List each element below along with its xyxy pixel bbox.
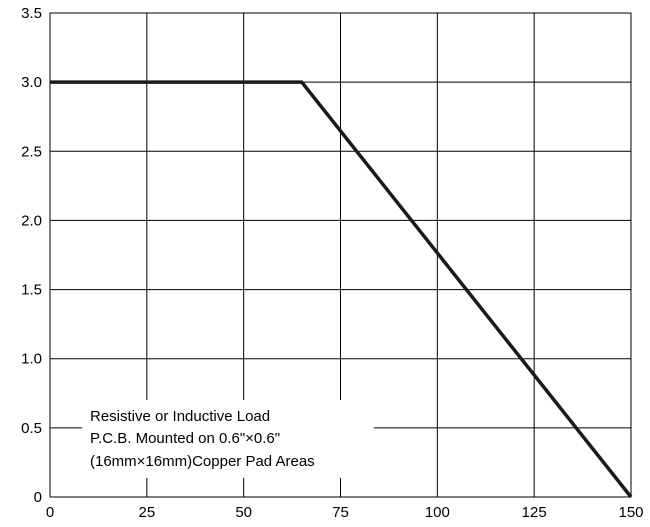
y-tick-label: 2.0 [21,212,42,229]
annotation-line-3: (16mm×16mm)Copper Pad Areas [90,453,315,470]
annotation-line-1: Resistive or Inductive Load [90,408,270,425]
x-tick-label: 25 [138,504,155,521]
x-tick-label: 125 [522,504,547,521]
series-line-0 [50,80,633,499]
x-tick-label: 150 [618,504,643,521]
x-tick-label: 50 [235,504,252,521]
y-tick-label: 3.5 [21,5,42,22]
y-tick-labels: 0 0.5 1.0 1.5 2.0 2.5 3.0 3.5 [21,5,42,506]
y-tick-label: 3.0 [21,74,42,91]
x-tick-labels: 0 25 50 75 100 125 150 [46,504,644,521]
y-tick-label: 0 [34,489,42,506]
x-tick-label: 0 [46,504,54,521]
annotation: Resistive or Inductive Load P.C.B. Mount… [90,408,315,470]
x-tick-label: 75 [332,504,349,521]
y-tick-label: 2.5 [21,143,42,160]
y-tick-label: 1.5 [21,282,42,299]
annotation-line-2: P.C.B. Mounted on 0.6"×0.6" [90,430,280,447]
y-tick-label: 1.0 [21,351,42,368]
x-tick-label: 100 [425,504,450,521]
series-group [50,80,633,499]
annotation-background [82,400,374,478]
y-tick-label: 0.5 [21,420,42,437]
annotation-box [82,400,374,478]
